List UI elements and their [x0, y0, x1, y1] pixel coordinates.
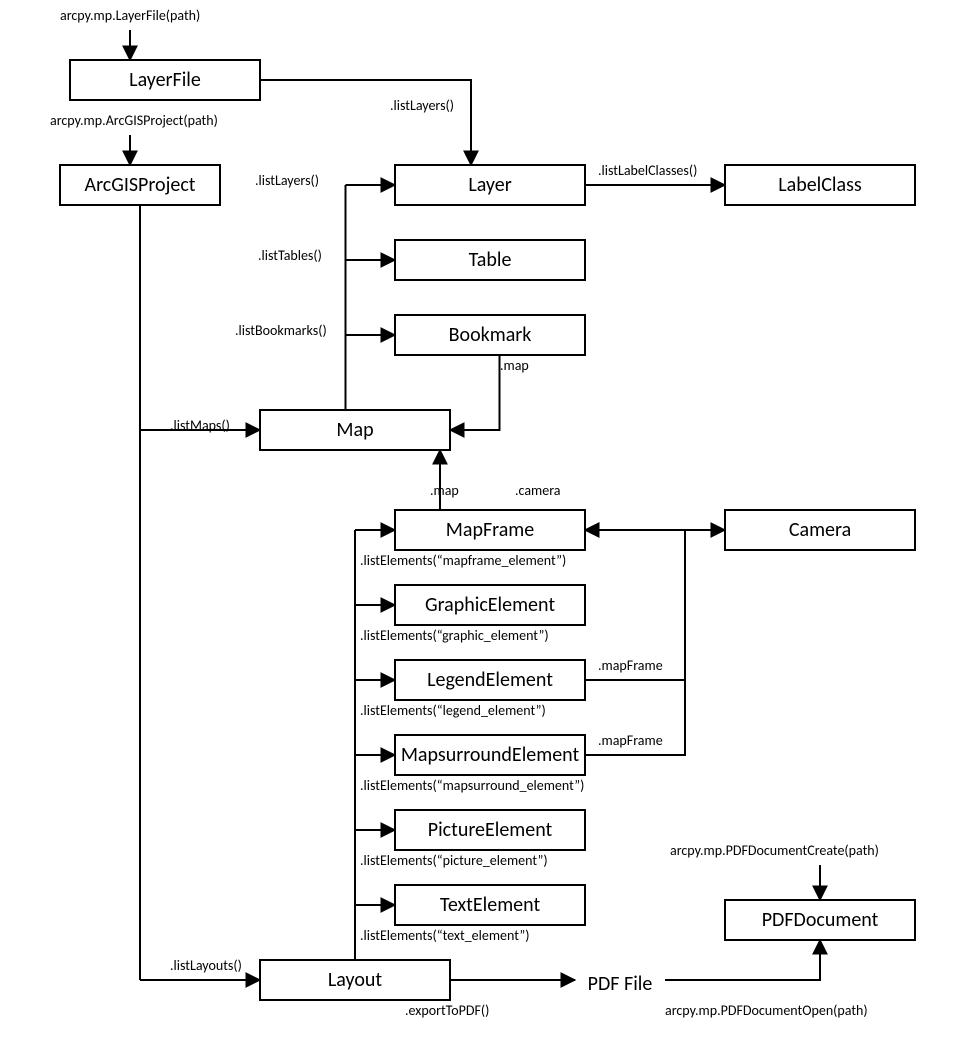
label-listEl_ms: .listElements(“mapsurround_element”): [360, 777, 584, 794]
node-label-PictureElement: PictureElement: [428, 818, 553, 842]
label-listEl_pi: .listElements(“picture_element”): [360, 852, 548, 869]
node-label-LayerFile: LayerFile: [129, 68, 201, 92]
label-listEl_gr: .listElements(“graphic_element”): [360, 627, 549, 644]
node-label-Bookmark: Bookmark: [449, 323, 532, 347]
label-pdfDocOpen: arcpy.mp.PDFDocumentOpen(path): [665, 1002, 868, 1019]
node-label-Layout: Layout: [328, 968, 382, 992]
label-listTables: .listTables(): [258, 247, 322, 264]
node-label-LegendElement: LegendElement: [427, 668, 553, 692]
label-listEl_le: .listElements(“legend_element”): [360, 702, 546, 719]
label-listLayers: .listLayers(): [255, 172, 319, 189]
node-label-MapFrame: MapFrame: [446, 518, 534, 542]
label-arcgisProjectTop: arcpy.mp.ArcGISProject(path): [50, 112, 218, 129]
node-label-Layer: Layer: [468, 173, 511, 197]
edge-Bookmark-Map: [450, 355, 500, 430]
label-pdfDocCreate: arcpy.mp.PDFDocumentCreate(path): [670, 842, 879, 859]
label-listLayersLF: .listLayers(): [390, 97, 454, 114]
node-label-LabelClass: LabelClass: [778, 173, 862, 197]
edge-Mapsurround-MapFrame: [585, 530, 685, 755]
label-bookmarkMap: .map: [500, 357, 529, 374]
label-listMaps: .listMaps(): [170, 417, 230, 434]
node-label-PDFDocument: PDFDocument: [762, 908, 879, 932]
label-exportToPDF: .exportToPDF(): [405, 1002, 489, 1019]
node-label-ArcGISProject: ArcGISProject: [85, 173, 196, 197]
node-label-Camera: Camera: [789, 518, 851, 542]
label-mfCamera: .camera: [515, 482, 561, 499]
node-label-Map: Map: [336, 418, 373, 442]
label-legMapFrame: .mapFrame: [598, 657, 663, 674]
textnode-PDFFile: PDF File: [588, 972, 653, 996]
label-msMapFrame: .mapFrame: [598, 732, 663, 749]
edge-LayerFile-Layer: [260, 80, 471, 165]
label-listBookmarks: .listBookmarks(): [235, 322, 327, 339]
node-label-TextElement: TextElement: [440, 893, 541, 917]
label-mfMap: .map: [430, 482, 459, 499]
edge-PDFFile-PDFDocument: [665, 940, 820, 980]
label-layerFileTop: arcpy.mp.LayerFile(path): [60, 7, 200, 24]
label-listEl_mf: .listElements(“mapframe_element”): [360, 552, 566, 569]
label-listLayouts: .listLayouts(): [170, 957, 242, 974]
object-model-diagram: LayerFile ArcGISProject Layer LabelClass Tab…: [0, 0, 960, 1056]
node-label-MapsurroundElement: MapsurroundElement: [401, 743, 580, 767]
node-label-Table: Table: [469, 248, 512, 272]
label-listLabelClasses: .listLabelClasses(): [598, 162, 697, 179]
label-listEl_tx: .listElements(“text_element”): [360, 927, 529, 944]
node-label-GraphicElement: GraphicElement: [425, 593, 555, 617]
